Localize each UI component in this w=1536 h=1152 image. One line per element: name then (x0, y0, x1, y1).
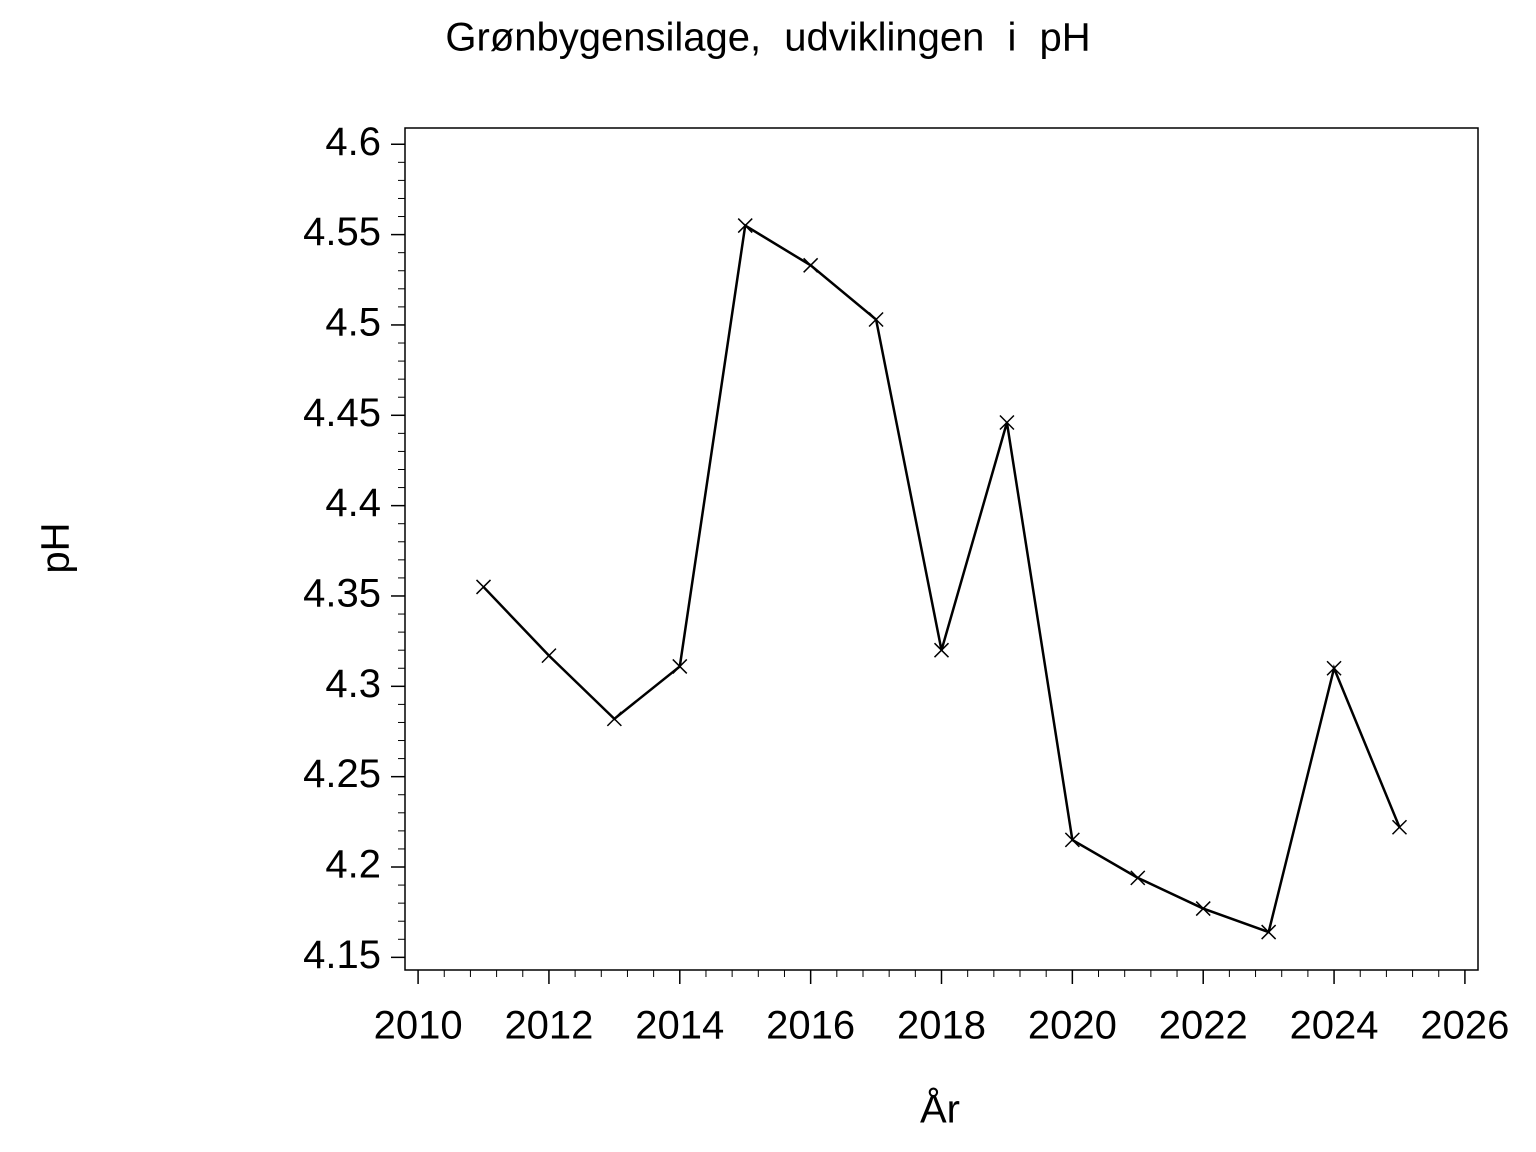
data-marker (606, 711, 622, 727)
x-tick-label: 2016 (766, 1004, 855, 1048)
data-marker (737, 218, 753, 234)
y-tick-label: 4.15 (303, 933, 381, 977)
data-marker (1130, 870, 1146, 886)
x-axis-label: År (920, 1087, 960, 1132)
data-marker (1261, 924, 1277, 940)
x-tick-label: 2026 (1420, 1004, 1509, 1048)
data-marker (868, 311, 884, 328)
data-marker (999, 414, 1015, 431)
data-marker (1195, 901, 1211, 917)
y-tick-label: 4.5 (325, 301, 381, 345)
x-tick-label: 2024 (1290, 1004, 1379, 1048)
y-tick-label: 4.55 (303, 210, 381, 254)
data-marker (1391, 819, 1408, 835)
y-tick-label: 4.45 (303, 391, 381, 435)
data-marker (1326, 660, 1342, 676)
y-tick-label: 4.3 (325, 662, 381, 706)
x-tick-label: 2014 (635, 1004, 724, 1048)
y-tick-label: 4.4 (325, 481, 381, 525)
y-tick-label: 4.6 (325, 120, 381, 164)
data-marker (541, 648, 557, 664)
chart-title: Grønbygensilage, udviklingen i pH (445, 16, 1090, 60)
data-marker (933, 642, 950, 658)
y-tick-label: 4.35 (303, 572, 381, 616)
y-tick-label: 4.2 (325, 843, 381, 887)
x-tick-label: 2010 (374, 1004, 463, 1048)
x-tick-label: 2022 (1159, 1004, 1248, 1048)
data-marker (475, 579, 492, 595)
x-tick-label: 2020 (1028, 1004, 1117, 1048)
x-tick-label: 2018 (897, 1004, 986, 1048)
x-tick-label: 2012 (504, 1004, 593, 1048)
data-marker (803, 257, 819, 273)
data-marker (1064, 832, 1080, 848)
y-axis-label: pH (34, 522, 78, 573)
y-tick-label: 4.25 (303, 752, 381, 796)
data-marker (672, 658, 688, 674)
